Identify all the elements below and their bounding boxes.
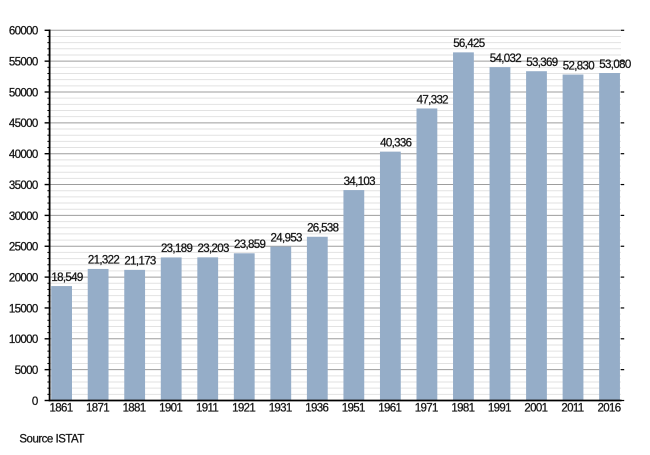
svg-text:2001: 2001	[524, 402, 547, 414]
svg-text:1936: 1936	[305, 402, 328, 414]
svg-text:2011: 2011	[561, 402, 583, 414]
svg-text:1971: 1971	[415, 402, 438, 414]
svg-text:25000: 25000	[9, 242, 38, 254]
svg-text:26,538: 26,538	[307, 223, 339, 235]
svg-text:1981: 1981	[451, 402, 474, 414]
svg-text:1921: 1921	[232, 402, 255, 414]
svg-text:47,332: 47,332	[417, 94, 449, 106]
svg-text:60000: 60000	[9, 26, 38, 38]
svg-text:52,830: 52,830	[563, 60, 595, 72]
svg-text:45000: 45000	[9, 118, 38, 130]
svg-text:1881: 1881	[123, 402, 146, 414]
svg-text:15000: 15000	[9, 303, 38, 315]
svg-text:0: 0	[32, 396, 38, 408]
svg-text:34,103: 34,103	[344, 176, 376, 188]
svg-text:35000: 35000	[9, 180, 38, 192]
svg-text:54,032: 54,032	[490, 53, 522, 65]
svg-text:23,189: 23,189	[161, 243, 193, 255]
svg-text:21,322: 21,322	[88, 255, 120, 267]
svg-text:56,425: 56,425	[453, 38, 485, 50]
svg-text:50000: 50000	[9, 87, 38, 99]
svg-text:40,336: 40,336	[380, 137, 412, 149]
svg-text:23,859: 23,859	[234, 239, 266, 251]
svg-text:18,549: 18,549	[51, 272, 83, 284]
svg-text:10000: 10000	[9, 334, 38, 346]
svg-text:1991: 1991	[488, 402, 511, 414]
svg-text:1911: 1911	[196, 402, 218, 414]
svg-text:1861: 1861	[50, 402, 73, 414]
svg-text:40000: 40000	[9, 149, 38, 161]
svg-text:1901: 1901	[159, 402, 182, 414]
svg-text:1931: 1931	[269, 402, 292, 414]
svg-text:20000: 20000	[9, 272, 38, 284]
svg-text:1951: 1951	[342, 402, 365, 414]
svg-text:Source ISTAT: Source ISTAT	[19, 433, 84, 445]
svg-text:1961: 1961	[378, 402, 401, 414]
svg-text:5000: 5000	[15, 365, 38, 377]
svg-text:53,080: 53,080	[599, 59, 631, 71]
svg-text:55000: 55000	[9, 57, 38, 69]
svg-text:23,203: 23,203	[197, 243, 229, 255]
svg-text:24,953: 24,953	[271, 232, 303, 244]
svg-text:53,369: 53,369	[526, 57, 558, 69]
svg-text:30000: 30000	[9, 211, 38, 223]
svg-text:1871: 1871	[86, 402, 109, 414]
svg-text:21,173: 21,173	[124, 256, 156, 268]
svg-text:2016: 2016	[597, 402, 620, 414]
